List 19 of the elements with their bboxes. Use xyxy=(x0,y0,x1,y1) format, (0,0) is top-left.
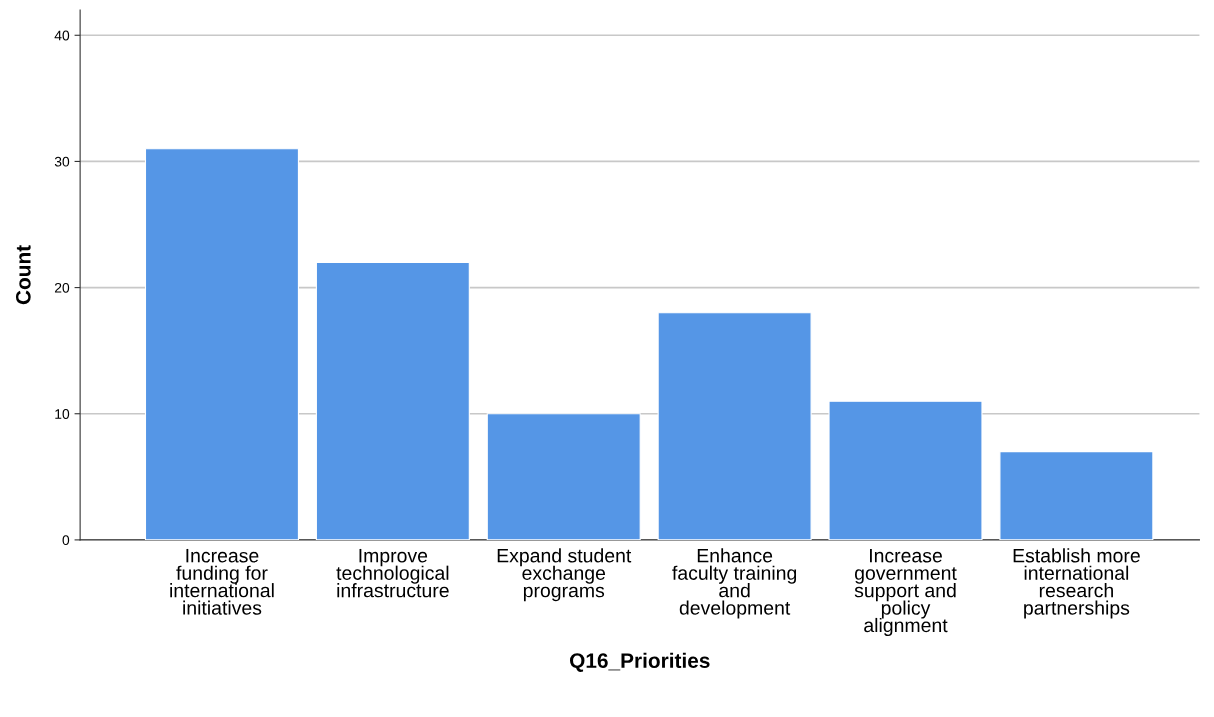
bar xyxy=(657,312,812,540)
x-tick-label: Increase government support and policy alignment xyxy=(854,548,957,637)
x-tick-label: Establish more international research partnerships xyxy=(1013,548,1140,619)
x-tick-label: Improve technological infrastructure xyxy=(336,548,449,598)
bar xyxy=(144,148,299,540)
x-axis-title: Q16_Priorities xyxy=(570,652,710,672)
x-tick-label: Increase funding for international initiatives xyxy=(170,548,274,615)
y-tick-label: 40 xyxy=(54,30,70,41)
y-tick-label: 0 xyxy=(62,535,70,546)
bar xyxy=(315,261,470,540)
y-tick-label: 10 xyxy=(55,409,70,419)
bar xyxy=(999,451,1154,540)
y-axis-title: Count xyxy=(15,245,31,305)
y-tick-label: 30 xyxy=(54,156,70,167)
bar xyxy=(828,400,983,540)
y-tick-label: 20 xyxy=(54,282,70,293)
x-tick-label: Expand student exchange programs xyxy=(497,548,632,602)
bar xyxy=(486,413,641,540)
x-tick-label: Enhance faculty training and development xyxy=(672,548,797,619)
